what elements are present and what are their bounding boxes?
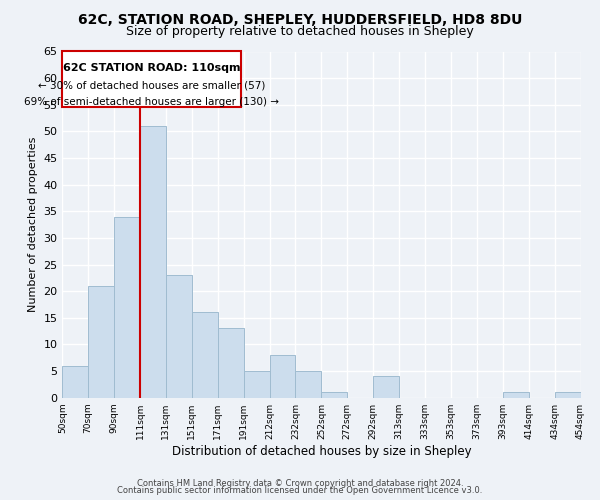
Text: Size of property relative to detached houses in Shepley: Size of property relative to detached ho… bbox=[126, 25, 474, 38]
Bar bbox=[373, 376, 399, 398]
X-axis label: Distribution of detached houses by size in Shepley: Distribution of detached houses by size … bbox=[172, 444, 471, 458]
Bar bbox=[269, 355, 295, 398]
Y-axis label: Number of detached properties: Number of detached properties bbox=[28, 137, 38, 312]
Bar bbox=[192, 312, 218, 398]
Bar bbox=[140, 126, 166, 398]
Bar bbox=[114, 216, 140, 398]
Text: 62C, STATION ROAD, SHEPLEY, HUDDERSFIELD, HD8 8DU: 62C, STATION ROAD, SHEPLEY, HUDDERSFIELD… bbox=[78, 12, 522, 26]
Text: Contains public sector information licensed under the Open Government Licence v3: Contains public sector information licen… bbox=[118, 486, 482, 495]
Bar bbox=[88, 286, 114, 398]
Text: Contains HM Land Registry data © Crown copyright and database right 2024.: Contains HM Land Registry data © Crown c… bbox=[137, 478, 463, 488]
Text: 62C STATION ROAD: 110sqm: 62C STATION ROAD: 110sqm bbox=[63, 63, 241, 73]
Text: ← 30% of detached houses are smaller (57): ← 30% of detached houses are smaller (57… bbox=[38, 81, 265, 91]
FancyBboxPatch shape bbox=[62, 52, 241, 108]
Bar bbox=[295, 371, 322, 398]
Text: 69% of semi-detached houses are larger (130) →: 69% of semi-detached houses are larger (… bbox=[24, 97, 279, 107]
Bar bbox=[322, 392, 347, 398]
Bar bbox=[166, 275, 192, 398]
Bar bbox=[62, 366, 88, 398]
Bar bbox=[503, 392, 529, 398]
Bar bbox=[244, 371, 269, 398]
Bar bbox=[554, 392, 581, 398]
Bar bbox=[218, 328, 244, 398]
